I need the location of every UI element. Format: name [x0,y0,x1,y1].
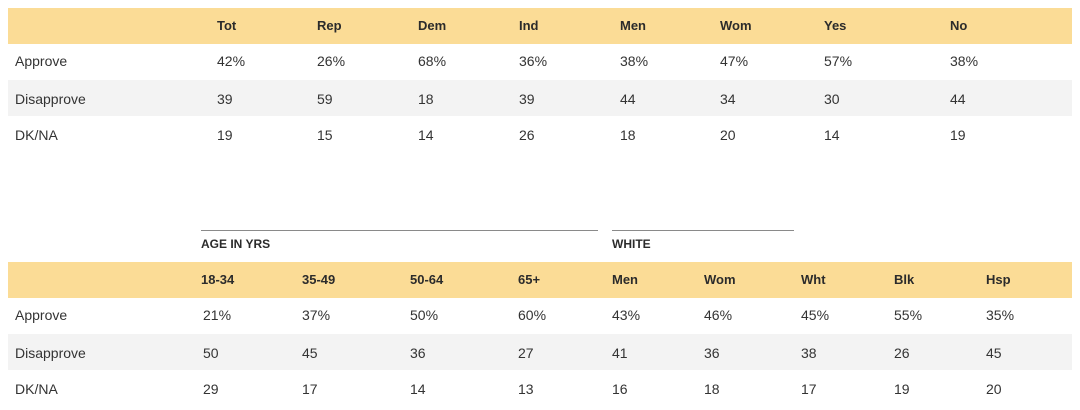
table-cell: 14 [824,127,840,143]
row-label: Disapprove [15,345,86,361]
table-cell: 57% [824,53,853,69]
row-label: DK/NA [15,381,58,397]
table-cell: 38% [620,53,649,69]
table-cell: 13 [518,381,534,397]
table-cell: 43% [612,307,641,323]
table-cell: 38 [801,345,817,361]
table-cell: 42% [217,53,246,69]
table-cell: 45 [986,345,1002,361]
table-cell: 19 [217,127,233,143]
table-cell: 44 [950,91,966,107]
group-rule-white [612,230,794,231]
column-header: 50-64 [410,272,444,287]
table1-header-row [8,8,1072,44]
table-cell: 36 [704,345,720,361]
table-cell: 46% [704,307,733,323]
column-header: Ind [519,18,539,33]
table-cell: 37% [302,307,331,323]
column-header: Blk [894,272,915,287]
table2-header-row [8,262,1072,298]
table-cell: 29 [203,381,219,397]
table-cell: 39 [519,91,535,107]
group-rule-age [201,230,598,231]
table-cell: 26% [317,53,346,69]
table-cell: 50 [203,345,219,361]
column-header: 18-34 [201,272,235,287]
table-cell: 18 [620,127,636,143]
table-cell: 19 [894,381,910,397]
column-header: Wom [704,272,736,287]
row-label: DK/NA [15,127,58,143]
column-header: 65+ [518,272,541,287]
group-label-white: WHITE [612,237,651,251]
table-cell: 15 [317,127,333,143]
table-cell: 18 [418,91,434,107]
row-label: Approve [15,307,68,323]
column-header: No [950,18,968,33]
table-cell: 50% [410,307,439,323]
table1-row-shade [8,80,1072,116]
table-cell: 47% [720,53,749,69]
table-cell: 19 [950,127,966,143]
column-header: Hsp [986,272,1011,287]
table-cell: 20 [720,127,736,143]
table-cell: 36 [410,345,426,361]
table-cell: 35% [986,307,1015,323]
table-cell: 17 [801,381,817,397]
column-header: Wht [801,272,826,287]
table-cell: 17 [302,381,318,397]
column-header: Men [620,18,646,33]
table-cell: 38% [950,53,979,69]
column-header: Dem [418,18,447,33]
row-label: Disapprove [15,91,86,107]
group-label-age: AGE IN YRS [201,237,271,251]
table-cell: 21% [203,307,232,323]
row-label: Approve [15,53,68,69]
table-cell: 18 [704,381,720,397]
table-cell: 60% [518,307,547,323]
table-cell: 20 [986,381,1002,397]
table-cell: 44 [620,91,636,107]
table-cell: 26 [894,345,910,361]
column-header: Men [612,272,638,287]
table-cell: 45% [801,307,830,323]
table-cell: 36% [519,53,548,69]
table-cell: 16 [612,381,628,397]
table-cell: 45 [302,345,318,361]
column-header: Wom [720,18,752,33]
table-cell: 26 [519,127,535,143]
table-cell: 55% [894,307,923,323]
table-cell: 14 [410,381,426,397]
column-header: 35-49 [302,272,336,287]
table-cell: 14 [418,127,434,143]
table-cell: 27 [518,345,534,361]
table2-row-shade [8,334,1072,370]
table-cell: 41 [612,345,628,361]
column-header: Yes [824,18,847,33]
table-cell: 59 [317,91,333,107]
table-cell: 68% [418,53,447,69]
table-cell: 30 [824,91,840,107]
table-cell: 39 [217,91,233,107]
table-cell: 34 [720,91,736,107]
column-header: Rep [317,18,342,33]
column-header: Tot [217,18,237,33]
